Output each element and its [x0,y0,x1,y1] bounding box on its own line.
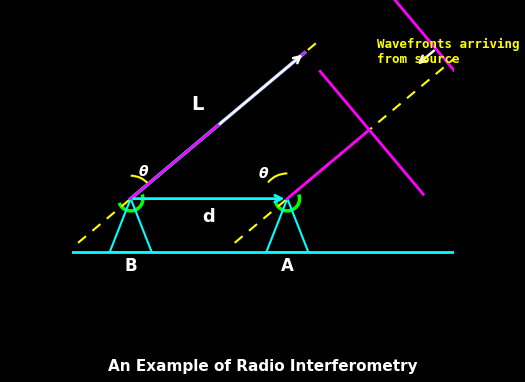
Text: B: B [124,257,137,275]
Text: θ: θ [139,165,148,179]
Text: A: A [281,257,294,275]
Text: d: d [203,207,215,225]
Text: L: L [191,96,203,115]
Text: Wavefronts arriving
from source: Wavefronts arriving from source [377,38,520,66]
Text: θ: θ [259,167,268,181]
Text: An Example of Radio Interferometry: An Example of Radio Interferometry [108,359,417,374]
